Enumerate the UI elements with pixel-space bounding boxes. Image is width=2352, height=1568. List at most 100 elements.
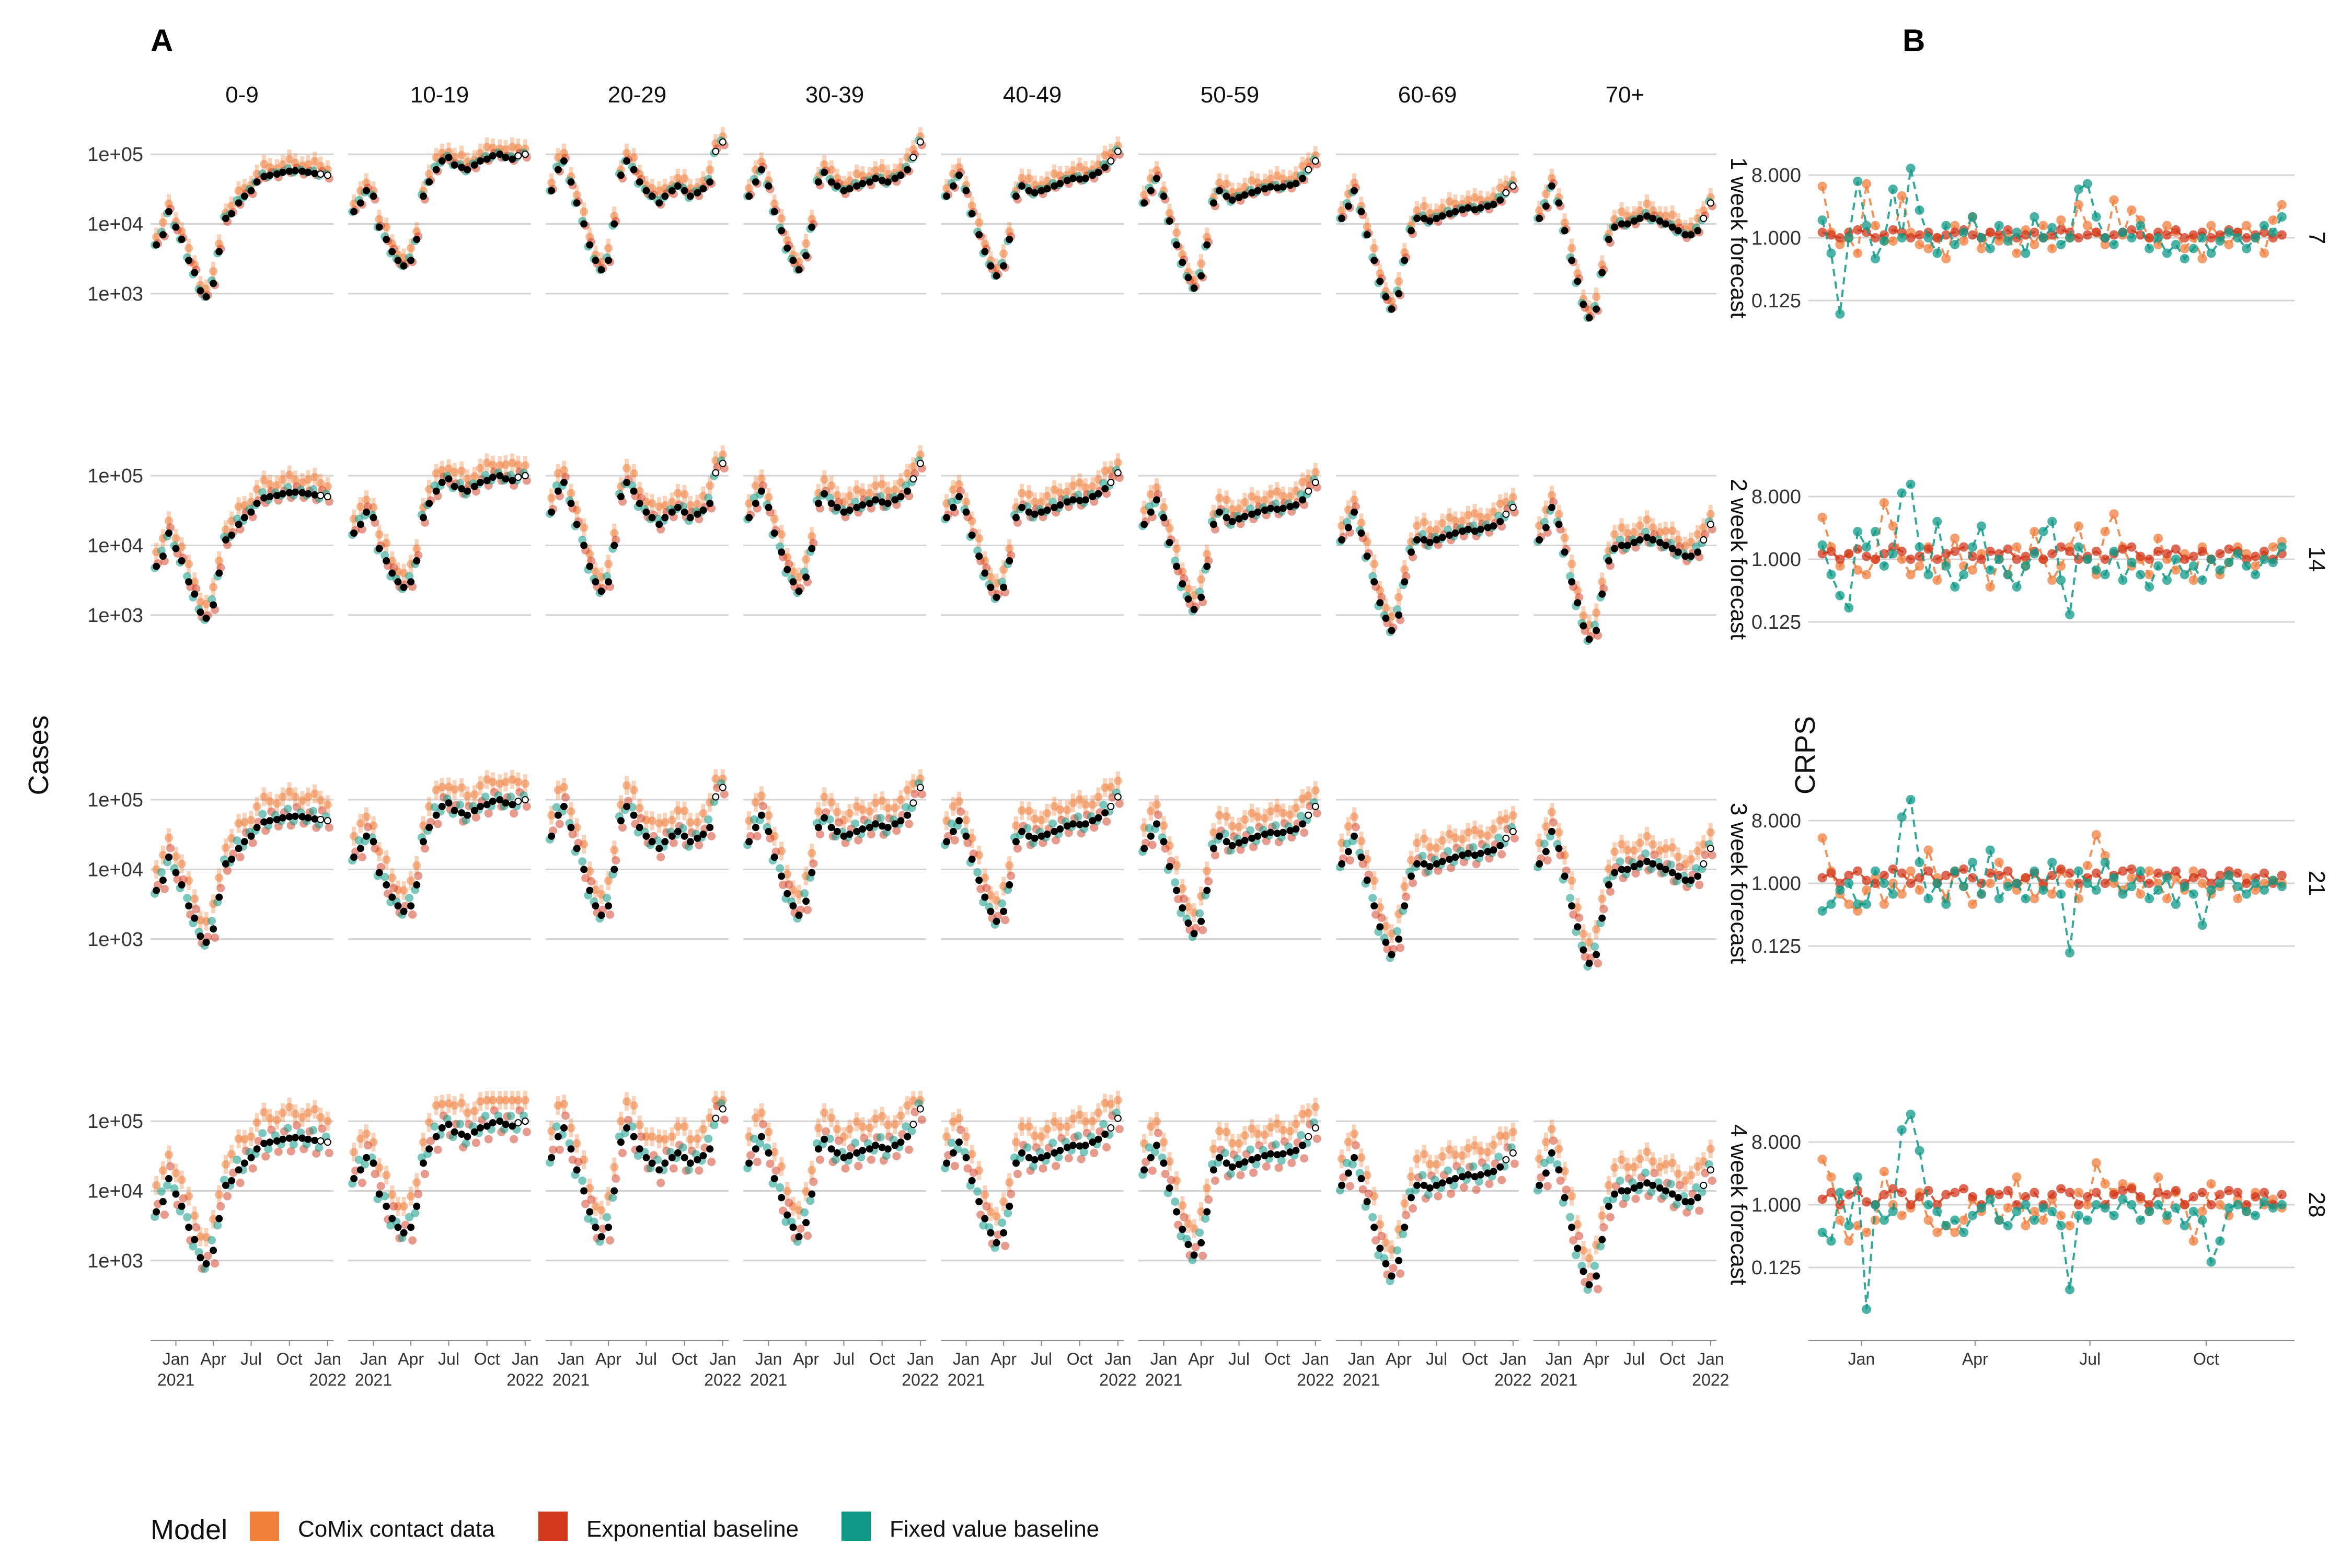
forecast-point-exponential (420, 1170, 429, 1179)
observed-point (165, 207, 172, 215)
forecast-point-exponential (1549, 818, 1558, 827)
observed-point (1630, 217, 1638, 225)
forecast-point-comix (635, 1121, 644, 1129)
forecast-point-comix (521, 461, 529, 470)
y-tick-label: 1e+05 (87, 789, 143, 811)
observed-point (445, 154, 453, 162)
forecast-point-comix (1011, 1138, 1020, 1147)
observed-point (451, 1128, 458, 1136)
forecast-point-comix (1075, 795, 1084, 804)
forecast-point-exponential (867, 830, 875, 839)
forecast-point-comix (252, 802, 261, 811)
forecast-point-exponential (522, 1127, 531, 1136)
observed-point (1338, 1181, 1346, 1189)
observed-point (1376, 1244, 1384, 1252)
crps-point-comix (1835, 561, 1845, 571)
forecast-point-comix (1253, 812, 1262, 821)
forecast-point-comix (547, 811, 556, 820)
forecast-point-exponential (1180, 1213, 1189, 1221)
forecast-point-comix (1567, 1192, 1576, 1201)
observed-point (1101, 485, 1109, 493)
forecast-point-exponential (910, 789, 919, 798)
observed-point (489, 474, 497, 481)
observed-point (1674, 548, 1682, 556)
observed-point (1636, 860, 1644, 868)
forecast-point-comix (1159, 503, 1168, 512)
x-tick-label: Jan (907, 1350, 934, 1368)
forecast-point-comix (949, 802, 958, 811)
observed-point (432, 811, 440, 819)
observed-point (350, 529, 358, 537)
forecast-point-comix (1024, 490, 1033, 499)
observed-point (686, 514, 694, 522)
observed-point (1043, 185, 1051, 193)
crps-point-comix (2251, 561, 2261, 571)
forecast-point-exponential (236, 852, 245, 861)
forecast-point-exponential (561, 793, 570, 802)
forecast-point-comix (291, 1110, 299, 1119)
crps-point-comix (1862, 179, 1872, 189)
forecast-point-fixed (1171, 1197, 1180, 1206)
observed-point (1426, 217, 1434, 225)
observed-point (1370, 578, 1378, 586)
forecast-point-comix (514, 777, 523, 786)
forecast-point-exponential (969, 1168, 978, 1177)
observed-point (821, 1135, 828, 1143)
crps-point-comix (1888, 236, 1898, 246)
forecast-point-comix (1292, 804, 1300, 813)
observed-point (1496, 196, 1504, 204)
observed-point (1286, 503, 1294, 511)
forecast-point-exponential (587, 877, 596, 886)
observed-point (521, 1117, 529, 1125)
forecast-point-comix (470, 472, 479, 481)
observed-point (884, 500, 892, 508)
forecast-point-exponential (318, 1124, 327, 1133)
crps-point-comix (1968, 900, 1978, 909)
forecast-point-comix (1548, 808, 1556, 816)
forecast-point-comix (457, 151, 466, 159)
forecast-point-fixed (1494, 833, 1503, 842)
observed-point (178, 881, 186, 889)
observed-point (253, 1145, 261, 1153)
observed-point (279, 814, 286, 822)
forecast-point-comix (310, 1105, 319, 1114)
forecast-point-comix (1406, 856, 1415, 864)
observed-point (871, 496, 879, 504)
forecast-point-comix (693, 818, 702, 827)
crps-point-comix (2030, 527, 2039, 537)
observed-point (802, 1219, 810, 1227)
forecast-point-exponential (1001, 1241, 1010, 1250)
forecast-point-fixed (1368, 1213, 1377, 1221)
observed-point (821, 168, 828, 176)
crps-point-comix (2030, 894, 2039, 904)
observed-point (235, 199, 243, 207)
observed-point (871, 820, 879, 828)
crps-point-comix (1923, 845, 1933, 855)
forecast-point-fixed (1621, 1193, 1630, 1202)
forecast-point-fixed (776, 864, 785, 873)
observed-point (240, 192, 248, 200)
observed-point (215, 248, 223, 256)
observed-point (304, 1135, 312, 1143)
forecast-point-comix (745, 184, 754, 193)
observed-point (1707, 199, 1714, 207)
observed-point (795, 266, 803, 274)
observed-point (425, 178, 433, 186)
observed-point (1018, 182, 1026, 190)
crps-point-comix (2100, 239, 2110, 249)
observed-point (554, 166, 562, 174)
forecast-point-comix (1610, 1163, 1619, 1172)
observed-point (1585, 960, 1593, 967)
forecast-point-comix (706, 481, 714, 490)
forecast-point-exponential (426, 1137, 435, 1146)
forecast-point-comix (1184, 903, 1193, 912)
observed-point (235, 521, 243, 528)
crps-point-comix (2127, 205, 2137, 215)
forecast-point-fixed (381, 872, 389, 881)
observed-point (1388, 1272, 1396, 1280)
forecast-point-comix (560, 782, 568, 791)
crps-point-comix (1817, 181, 1827, 191)
forecast-point-fixed (189, 1242, 198, 1251)
forecast-point-exponential (1695, 881, 1704, 890)
x-tick-label: Jan (755, 1350, 782, 1368)
